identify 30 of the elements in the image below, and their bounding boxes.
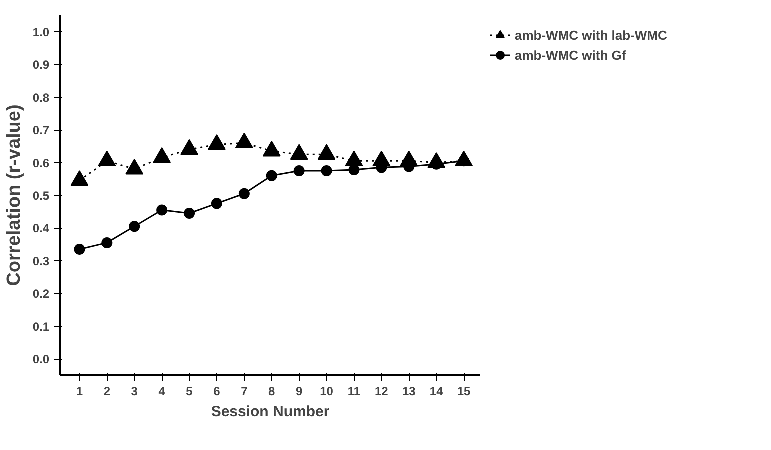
x-tick-label: 8 <box>268 384 276 398</box>
x-tick-label: 7 <box>241 384 248 398</box>
x-tick-label: 5 <box>186 384 194 398</box>
x-axis-title: Session Number <box>211 404 330 420</box>
y-tick-label: 0.4 <box>32 222 50 236</box>
x-tick-label: 14 <box>430 384 444 398</box>
y-tick-label: 0.1 <box>32 320 50 334</box>
x-tick-label: 6 <box>214 384 221 398</box>
y-tick-label: 0.6 <box>32 156 50 170</box>
y-tick-label: 0.5 <box>32 189 50 203</box>
x-tick-label: 15 <box>457 384 472 398</box>
x-tick-label: 12 <box>375 384 389 398</box>
x-tick-label: 1 <box>76 384 84 398</box>
x-tick-label: 4 <box>158 384 166 398</box>
x-tick-label: 13 <box>402 384 416 398</box>
y-tick-label: 0.7 <box>32 124 50 138</box>
y-tick-label: 1.0 <box>32 25 50 40</box>
y-tick-label: 0.0 <box>32 352 50 367</box>
y-tick-label: 0.3 <box>32 254 50 268</box>
x-tick-label: 9 <box>296 384 303 398</box>
legend-label: amb-WMC with lab-WMC <box>515 28 668 42</box>
y-tick-label: 0.2 <box>32 287 50 302</box>
y-tick-label: 0.8 <box>32 90 50 105</box>
x-tick-label: 10 <box>320 384 334 398</box>
y-axis-title: Correlation (r-value) <box>4 104 25 286</box>
x-tick-label: 2 <box>104 384 111 398</box>
x-tick-label: 11 <box>348 384 361 398</box>
y-tick-label: 0.9 <box>32 58 50 72</box>
x-tick-label: 3 <box>131 384 138 398</box>
legend-label: amb-WMC with Gf <box>515 48 626 62</box>
